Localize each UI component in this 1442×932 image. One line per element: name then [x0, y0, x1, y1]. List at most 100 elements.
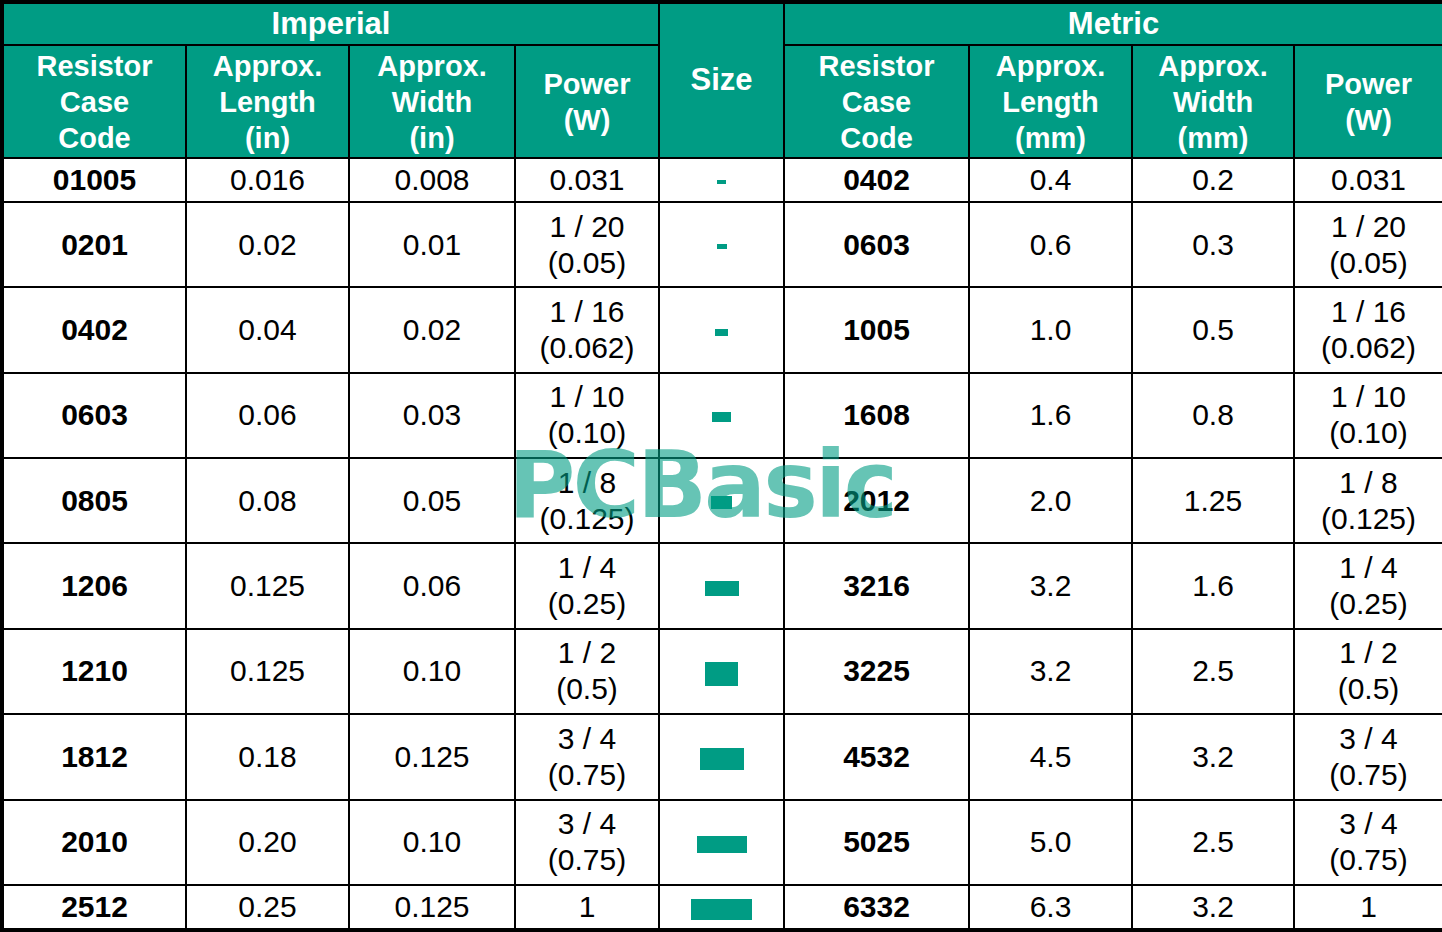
- power-fraction: 1 / 4: [1295, 550, 1442, 586]
- power-fraction: 1 / 10: [1295, 379, 1442, 415]
- resistor-size-swatch: [705, 662, 738, 686]
- table-row: 08050.080.051 / 8(0.125)20122.01.251 / 8…: [2, 458, 1442, 543]
- size-cell: [659, 885, 784, 930]
- metric-case-code-cell: 4532: [784, 714, 969, 799]
- metric-case-code-cell: 0402: [784, 158, 969, 202]
- table-row: 20100.200.103 / 4(0.75)50255.02.53 / 4(0…: [2, 800, 1442, 885]
- size-cell: [659, 373, 784, 458]
- metric-case-code-cell: 2012: [784, 458, 969, 543]
- power-decimal: (0.75): [516, 842, 658, 878]
- power-decimal: (0.25): [516, 586, 658, 622]
- size-column-header: Size: [659, 2, 784, 158]
- metric-width-cell: 2.5: [1132, 629, 1294, 714]
- table-row: 04020.040.021 / 16(0.062)10051.00.51 / 1…: [2, 287, 1442, 372]
- imperial-case-code-cell: 2010: [2, 800, 186, 885]
- metric-length-cell: 2.0: [969, 458, 1132, 543]
- imperial-power-cell: 3 / 4(0.75): [515, 800, 659, 885]
- power-fraction: 0.031: [516, 162, 658, 198]
- power-decimal: (0.125): [1295, 501, 1442, 537]
- resistor-size-swatch: [700, 748, 744, 770]
- imperial-length-cell: 0.016: [186, 158, 349, 202]
- metric-width-cell: 3.2: [1132, 885, 1294, 930]
- resistor-size-swatch: [705, 581, 739, 596]
- metric-section-header: Metric: [784, 2, 1442, 45]
- power-decimal: (0.10): [1295, 415, 1442, 451]
- resistor-size-swatch: [711, 496, 732, 509]
- imperial-length-cell: 0.125: [186, 543, 349, 628]
- imperial-power-header: Power (W): [515, 45, 659, 158]
- imperial-width-header: Approx. Width (in): [349, 45, 515, 158]
- imperial-length-cell: 0.20: [186, 800, 349, 885]
- metric-width-cell: 0.2: [1132, 158, 1294, 202]
- resistor-size-swatch: [715, 329, 728, 336]
- imperial-length-cell: 0.02: [186, 202, 349, 287]
- metric-power-cell: 1 / 4(0.25): [1294, 543, 1442, 628]
- imperial-section-header: Imperial: [2, 2, 659, 45]
- imperial-length-cell: 0.18: [186, 714, 349, 799]
- imperial-width-cell: 0.125: [349, 885, 515, 930]
- imperial-length-cell: 0.125: [186, 629, 349, 714]
- metric-width-header: Approx. Width (mm): [1132, 45, 1294, 158]
- power-fraction: 1 / 8: [516, 465, 658, 501]
- power-decimal: (0.25): [1295, 586, 1442, 622]
- imperial-width-cell: 0.10: [349, 629, 515, 714]
- size-cell: [659, 287, 784, 372]
- power-fraction: 1 / 10: [516, 379, 658, 415]
- size-cell: [659, 629, 784, 714]
- metric-length-cell: 1.6: [969, 373, 1132, 458]
- metric-power-cell: 3 / 4(0.75): [1294, 714, 1442, 799]
- imperial-width-cell: 0.01: [349, 202, 515, 287]
- resistor-size-chart: Imperial Size Metric Resistor Case Code …: [0, 0, 1442, 932]
- metric-case-code-cell: 5025: [784, 800, 969, 885]
- power-fraction: 1 / 16: [1295, 294, 1442, 330]
- metric-length-cell: 4.5: [969, 714, 1132, 799]
- imperial-length-cell: 0.25: [186, 885, 349, 930]
- imperial-width-cell: 0.10: [349, 800, 515, 885]
- imperial-power-cell: 3 / 4(0.75): [515, 714, 659, 799]
- metric-length-cell: 0.6: [969, 202, 1132, 287]
- imperial-power-cell: 0.031: [515, 158, 659, 202]
- power-decimal: (0.05): [516, 245, 658, 281]
- size-cell: [659, 800, 784, 885]
- power-fraction: 1 / 4: [516, 550, 658, 586]
- imperial-case-code-cell: 1812: [2, 714, 186, 799]
- resistor-size-swatch: [712, 412, 731, 422]
- table-row: 18120.180.1253 / 4(0.75)45324.53.23 / 4(…: [2, 714, 1442, 799]
- power-decimal: (0.062): [1295, 330, 1442, 366]
- imperial-case-code-cell: 1210: [2, 629, 186, 714]
- imperial-case-code-cell: 0603: [2, 373, 186, 458]
- metric-width-cell: 0.3: [1132, 202, 1294, 287]
- imperial-case-code-header: Resistor Case Code: [2, 45, 186, 158]
- power-decimal: (0.05): [1295, 245, 1442, 281]
- imperial-case-code-cell: 01005: [2, 158, 186, 202]
- metric-case-code-cell: 3216: [784, 543, 969, 628]
- imperial-width-cell: 0.008: [349, 158, 515, 202]
- imperial-width-cell: 0.03: [349, 373, 515, 458]
- table-row: 12060.1250.061 / 4(0.25)32163.21.61 / 4(…: [2, 543, 1442, 628]
- table-row: 02010.020.011 / 20(0.05)06030.60.31 / 20…: [2, 202, 1442, 287]
- imperial-length-cell: 0.04: [186, 287, 349, 372]
- power-fraction: 1: [1295, 889, 1442, 925]
- metric-length-cell: 6.3: [969, 885, 1132, 930]
- resistor-size-swatch: [697, 836, 747, 853]
- resistor-size-swatch: [691, 899, 752, 920]
- power-fraction: 0.031: [1295, 162, 1442, 198]
- power-decimal: (0.75): [1295, 757, 1442, 793]
- metric-width-cell: 3.2: [1132, 714, 1294, 799]
- resistor-case-code-table: Imperial Size Metric Resistor Case Code …: [0, 0, 1442, 932]
- power-decimal: (0.5): [1295, 671, 1442, 707]
- power-fraction: 3 / 4: [1295, 721, 1442, 757]
- imperial-case-code-cell: 0402: [2, 287, 186, 372]
- imperial-length-header: Approx. Length (in): [186, 45, 349, 158]
- metric-case-code-cell: 0603: [784, 202, 969, 287]
- imperial-power-cell: 1 / 2(0.5): [515, 629, 659, 714]
- power-fraction: 1 / 2: [1295, 635, 1442, 671]
- table-row: 25120.250.125163326.33.21: [2, 885, 1442, 930]
- metric-length-cell: 5.0: [969, 800, 1132, 885]
- imperial-case-code-cell: 2512: [2, 885, 186, 930]
- power-decimal: (0.10): [516, 415, 658, 451]
- power-fraction: 1 / 20: [1295, 209, 1442, 245]
- metric-power-header: Power (W): [1294, 45, 1442, 158]
- metric-case-code-cell: 1005: [784, 287, 969, 372]
- imperial-case-code-cell: 1206: [2, 543, 186, 628]
